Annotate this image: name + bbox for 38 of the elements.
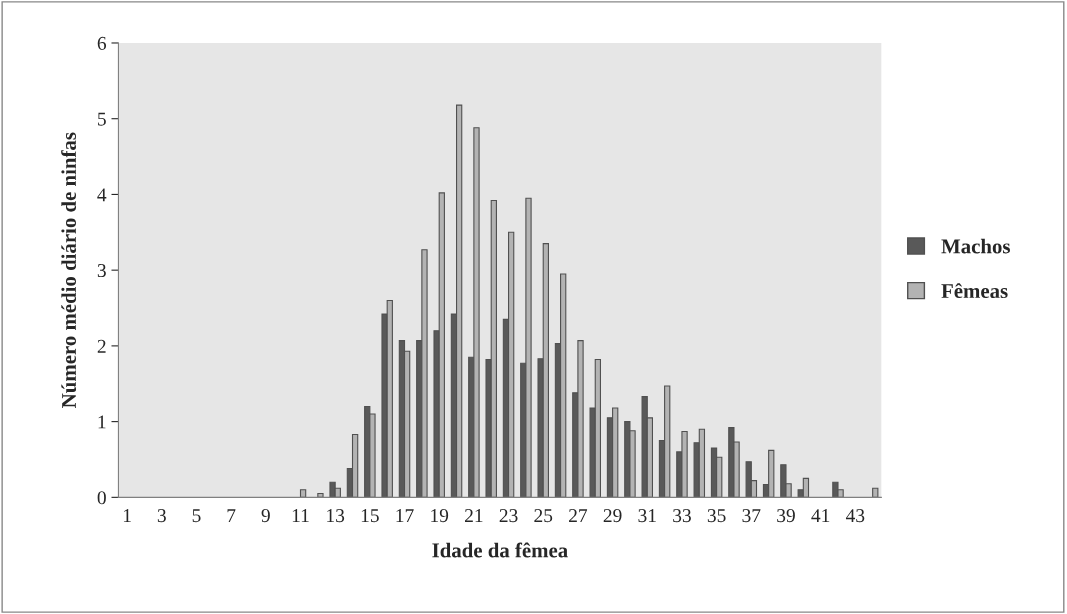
y-tick-label: 0 xyxy=(97,491,106,505)
x-tick-label: 31 xyxy=(638,509,656,523)
x-tick-label: 35 xyxy=(707,509,726,523)
x-tick-label: 11 xyxy=(292,509,309,522)
x-tick-label: 9 xyxy=(261,509,270,523)
x-tick-label: 1 xyxy=(123,509,131,522)
bar xyxy=(455,104,463,498)
bar xyxy=(317,492,324,498)
x-tick-label: 25 xyxy=(534,509,553,523)
y-tick-label: 1 xyxy=(98,415,106,429)
x-tick-label: 3 xyxy=(157,509,166,523)
x-tick-label: 37 xyxy=(742,509,761,523)
x-tick-label: 29 xyxy=(603,509,622,523)
y-tick-label: 6 xyxy=(97,36,107,50)
x-tick-label: 13 xyxy=(327,509,345,523)
x-tick-label: 17 xyxy=(396,509,414,522)
x-tick-label: 43 xyxy=(845,509,865,523)
x-tick-label: 41 xyxy=(811,509,830,522)
x-tick-label: 23 xyxy=(499,509,518,523)
y-tick-label: 3 xyxy=(97,264,106,278)
x-tick-label: 39 xyxy=(777,509,795,523)
x-tick-label: 33 xyxy=(673,509,691,523)
legend-label: Fêmeas xyxy=(941,283,1008,299)
bar xyxy=(351,433,359,498)
y-tick-label: 5 xyxy=(98,112,106,126)
y-axis-title: Número médio diário de ninfas xyxy=(61,132,77,408)
x-axis-title: Idade da fêmea xyxy=(432,542,568,558)
y-tick-label: 4 xyxy=(97,188,107,202)
x-tick-label: 19 xyxy=(431,509,449,523)
x-tick-label: 15 xyxy=(361,509,379,523)
legend-label: Machos xyxy=(941,238,1010,254)
x-tick-label: 5 xyxy=(192,509,201,523)
bar xyxy=(872,487,879,498)
y-tick-label: 2 xyxy=(97,339,106,353)
x-tick-label: 27 xyxy=(569,509,588,522)
bar xyxy=(299,489,307,498)
x-tick-label: 7 xyxy=(227,509,236,522)
x-tick-label: 21 xyxy=(465,509,483,522)
